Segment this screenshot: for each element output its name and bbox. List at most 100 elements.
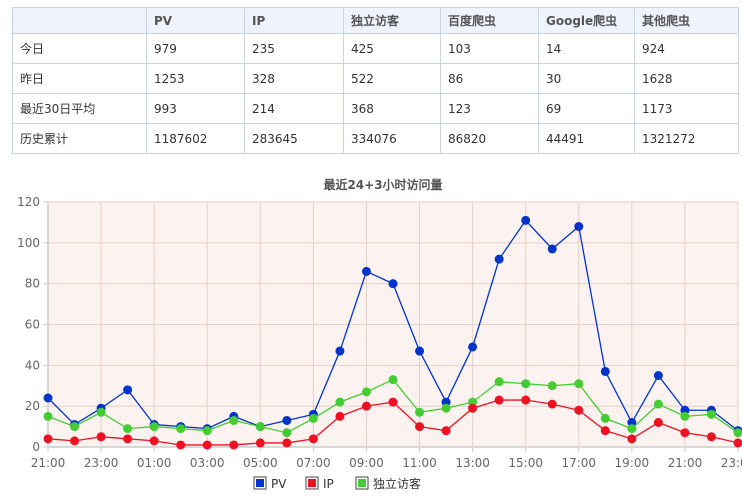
data-point[interactable] <box>415 422 425 432</box>
data-point[interactable] <box>494 377 504 387</box>
x-tick-label: 13:00 <box>455 456 490 470</box>
series-IP <box>43 395 742 450</box>
cell: 368 <box>343 93 441 124</box>
cell: 103 <box>440 33 539 64</box>
cell: 14 <box>538 33 635 64</box>
cell: 979 <box>146 33 245 64</box>
x-tick-label: 15:00 <box>508 456 543 470</box>
data-point[interactable] <box>574 379 584 389</box>
data-point[interactable] <box>600 366 610 376</box>
data-point[interactable] <box>627 424 637 434</box>
data-point[interactable] <box>43 393 53 403</box>
data-point[interactable] <box>123 434 133 444</box>
row-label: 今日 <box>12 33 147 64</box>
uv-swatch-icon <box>358 479 366 487</box>
data-point[interactable] <box>149 422 159 432</box>
data-point[interactable] <box>123 424 133 434</box>
data-point[interactable] <box>600 413 610 423</box>
data-point[interactable] <box>441 426 451 436</box>
data-point[interactable] <box>653 399 663 409</box>
data-point[interactable] <box>600 426 610 436</box>
chart-title: 最近24+3小时访问量 <box>323 177 442 192</box>
cell: 123 <box>440 93 539 124</box>
data-point[interactable] <box>733 438 742 448</box>
cell: 522 <box>343 63 441 94</box>
legend-item-ip[interactable]: IP <box>305 476 334 491</box>
legend-item-uv[interactable]: 独立访客 <box>355 476 421 491</box>
cell: 924 <box>634 33 739 64</box>
data-point[interactable] <box>43 434 53 444</box>
data-point[interactable] <box>653 418 663 427</box>
data-point[interactable] <box>388 375 398 385</box>
x-tick-label: 09:00 <box>349 456 384 470</box>
cell: 1253 <box>146 63 245 94</box>
data-point[interactable] <box>255 438 265 448</box>
x-tick-label: 19:00 <box>615 456 650 470</box>
table-row: 最近30日平均 993 214 368 123 69 1173 <box>12 93 739 124</box>
header-cell <box>12 7 147 34</box>
data-point[interactable] <box>229 440 239 450</box>
cell: 425 <box>343 33 441 64</box>
data-point[interactable] <box>653 371 663 381</box>
data-point[interactable] <box>415 407 425 417</box>
data-point[interactable] <box>308 434 318 444</box>
data-point[interactable] <box>706 432 716 442</box>
header-cell: PV <box>146 7 245 34</box>
data-point[interactable] <box>282 415 292 425</box>
data-point[interactable] <box>574 222 584 231</box>
data-point[interactable] <box>282 428 292 438</box>
data-point[interactable] <box>680 428 690 438</box>
data-point[interactable] <box>361 401 371 411</box>
data-point[interactable] <box>706 409 716 419</box>
table-row: 今日 979 235 425 103 14 924 <box>12 33 739 64</box>
data-point[interactable] <box>96 432 106 442</box>
data-point[interactable] <box>96 407 106 417</box>
x-tick-label: 01:00 <box>137 456 172 470</box>
legend-item-pv[interactable]: PV <box>253 476 287 491</box>
data-point[interactable] <box>176 424 186 434</box>
data-point[interactable] <box>494 395 504 405</box>
data-point[interactable] <box>388 279 398 289</box>
data-point[interactable] <box>361 266 371 276</box>
data-point[interactable] <box>202 440 212 450</box>
x-tick-label: 21:00 <box>668 456 703 470</box>
data-point[interactable] <box>176 440 186 450</box>
data-point[interactable] <box>680 411 690 421</box>
data-point[interactable] <box>733 428 742 438</box>
data-point[interactable] <box>494 254 504 264</box>
data-point[interactable] <box>468 403 478 413</box>
data-point[interactable] <box>282 438 292 448</box>
cell: 328 <box>244 63 344 94</box>
data-point[interactable] <box>547 244 557 254</box>
data-point[interactable] <box>521 379 531 389</box>
legend-label: PV <box>271 477 287 491</box>
data-point[interactable] <box>229 415 239 425</box>
data-point[interactable] <box>415 346 425 356</box>
data-point[interactable] <box>361 387 371 397</box>
data-point[interactable] <box>70 436 80 446</box>
data-point[interactable] <box>255 422 265 432</box>
data-point[interactable] <box>43 411 53 421</box>
data-point[interactable] <box>308 413 318 423</box>
y-tick-label: 80 <box>25 277 40 291</box>
data-point[interactable] <box>627 434 637 444</box>
data-point[interactable] <box>547 381 557 391</box>
data-point[interactable] <box>468 342 478 352</box>
y-axis: 0 20 40 60 80 100 120 <box>17 195 48 454</box>
data-point[interactable] <box>521 215 531 225</box>
data-point[interactable] <box>388 397 398 407</box>
data-point[interactable] <box>547 399 557 409</box>
data-point[interactable] <box>123 385 133 395</box>
data-point[interactable] <box>521 395 531 405</box>
data-point[interactable] <box>202 426 212 436</box>
data-point[interactable] <box>149 436 159 446</box>
cell: 44491 <box>538 123 635 154</box>
data-point[interactable] <box>574 405 584 415</box>
data-point[interactable] <box>70 422 80 432</box>
data-point[interactable] <box>335 346 345 356</box>
row-label: 历史累计 <box>12 123 147 154</box>
data-point[interactable] <box>335 397 345 407</box>
data-point[interactable] <box>441 403 451 413</box>
stats-table: PV IP 独立访客 百度爬虫 Google爬虫 其他爬虫 今日 979 235… <box>12 7 739 154</box>
data-point[interactable] <box>335 411 345 421</box>
